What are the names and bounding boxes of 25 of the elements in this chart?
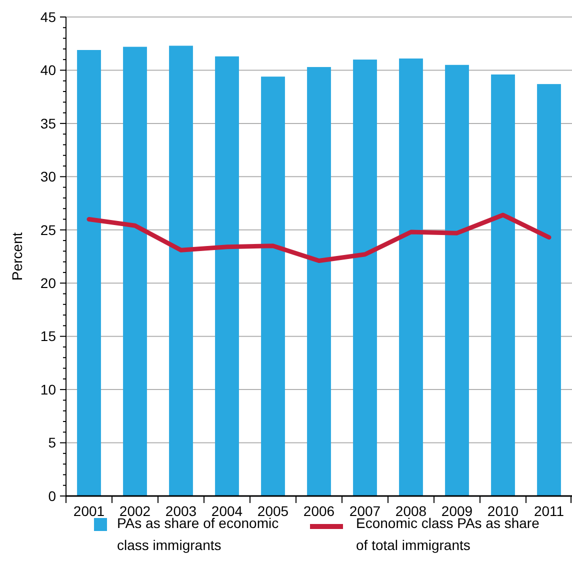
- bar: [261, 76, 285, 496]
- y-axis-title: Percent: [9, 232, 25, 281]
- y-tick-label: 40: [40, 62, 56, 78]
- bar: [445, 64, 469, 496]
- y-tick-label: 10: [40, 381, 56, 398]
- y-tick-label: 35: [40, 115, 56, 132]
- y-tick-label: 20: [40, 275, 56, 292]
- y-tick-label: 25: [40, 222, 56, 238]
- bar: [77, 50, 101, 496]
- y-tick-label: 45: [40, 8, 56, 25]
- bar: [491, 74, 515, 496]
- x-tick-label: 2006: [303, 503, 335, 519]
- bar: [353, 60, 377, 496]
- bar: [123, 46, 147, 496]
- bar: [307, 67, 331, 496]
- y-tick-label: 30: [40, 168, 56, 185]
- bar: [537, 84, 561, 496]
- x-tick-label: 2001: [73, 503, 105, 519]
- bar: [215, 56, 239, 496]
- bar: [169, 46, 193, 496]
- line-series: [86, 212, 552, 264]
- y-tick-label: 15: [40, 328, 56, 344]
- bar: [399, 58, 423, 496]
- y-tick-label: 0: [48, 488, 56, 504]
- y-tick-label: 5: [48, 434, 56, 451]
